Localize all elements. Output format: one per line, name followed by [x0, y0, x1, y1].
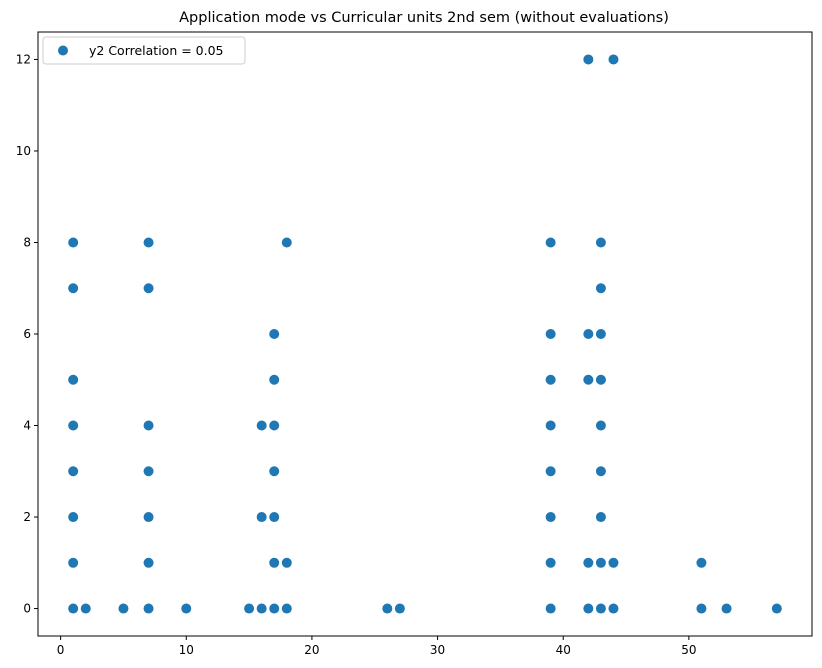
y-tick-label: 0	[23, 602, 31, 616]
data-point	[583, 557, 594, 568]
data-point	[68, 466, 79, 477]
data-point	[269, 420, 280, 431]
data-point	[608, 557, 619, 568]
y-tick-label: 6	[23, 327, 31, 341]
data-point	[281, 557, 292, 568]
data-point	[143, 237, 154, 248]
data-point	[269, 466, 280, 477]
data-point	[68, 557, 79, 568]
data-point	[68, 283, 79, 294]
data-point	[595, 329, 606, 339]
data-point	[143, 557, 154, 568]
data-point	[382, 603, 393, 614]
data-point	[583, 329, 594, 339]
data-point	[595, 237, 606, 248]
data-point	[269, 329, 280, 339]
data-point	[256, 420, 267, 431]
data-point	[583, 374, 594, 385]
data-point	[545, 374, 556, 385]
data-point	[181, 603, 192, 614]
axes: 0 10 20 30 40 50 0 2 4 6 8 10 12	[16, 31, 813, 657]
data-point	[595, 512, 606, 523]
data-point	[545, 557, 556, 568]
x-tick-label: 20	[304, 643, 319, 657]
plot-frame	[37, 31, 813, 637]
data-point	[269, 557, 280, 568]
chart-title: Application mode vs Curricular units 2nd…	[179, 10, 669, 26]
data-point	[281, 603, 292, 614]
legend: y2 Correlation = 0.05	[42, 36, 246, 65]
legend-label: y2 Correlation = 0.05	[89, 43, 224, 58]
data-point	[545, 512, 556, 523]
data-point	[595, 557, 606, 568]
data-point	[68, 374, 79, 385]
x-tick-label: 0	[57, 643, 65, 657]
x-tick-label: 10	[179, 643, 194, 657]
data-point	[143, 420, 154, 431]
data-point	[608, 603, 619, 614]
legend-box	[42, 36, 246, 65]
x-tick-label: 30	[430, 643, 445, 657]
y-tick-label: 12	[16, 52, 31, 66]
data-point	[583, 54, 594, 65]
data-point	[118, 603, 129, 614]
data-point	[771, 603, 782, 614]
y-tick-label: 8	[23, 235, 31, 249]
data-point	[143, 466, 154, 477]
data-point	[545, 420, 556, 431]
data-point	[256, 603, 267, 614]
data-point	[394, 603, 405, 614]
data-point	[269, 374, 280, 385]
data-point	[68, 603, 79, 614]
data-point	[68, 512, 79, 523]
data-point	[595, 374, 606, 385]
data-points	[68, 54, 782, 614]
data-point	[595, 603, 606, 614]
x-tick-label: 50	[681, 643, 696, 657]
data-point	[256, 512, 267, 523]
data-point	[269, 603, 280, 614]
data-point	[608, 54, 619, 65]
data-point	[545, 466, 556, 477]
data-point	[583, 603, 594, 614]
data-point	[595, 420, 606, 431]
data-point	[143, 512, 154, 523]
data-point	[545, 237, 556, 248]
data-point	[68, 420, 79, 431]
y-tick-label: 2	[23, 510, 31, 524]
x-tick-label: 40	[556, 643, 571, 657]
legend-marker	[58, 45, 68, 56]
data-point	[143, 603, 154, 614]
y-tick-label: 10	[16, 144, 31, 158]
data-point	[143, 283, 154, 294]
data-point	[545, 603, 556, 614]
data-point	[595, 283, 606, 294]
data-point	[545, 329, 556, 339]
data-point	[244, 603, 255, 614]
data-point	[696, 557, 707, 568]
data-point	[281, 237, 292, 248]
data-point	[269, 512, 280, 523]
data-point	[721, 603, 732, 614]
data-point	[80, 603, 91, 614]
y-tick-label: 4	[23, 419, 31, 433]
data-point	[696, 603, 707, 614]
data-point	[595, 466, 606, 477]
data-point	[68, 237, 79, 248]
